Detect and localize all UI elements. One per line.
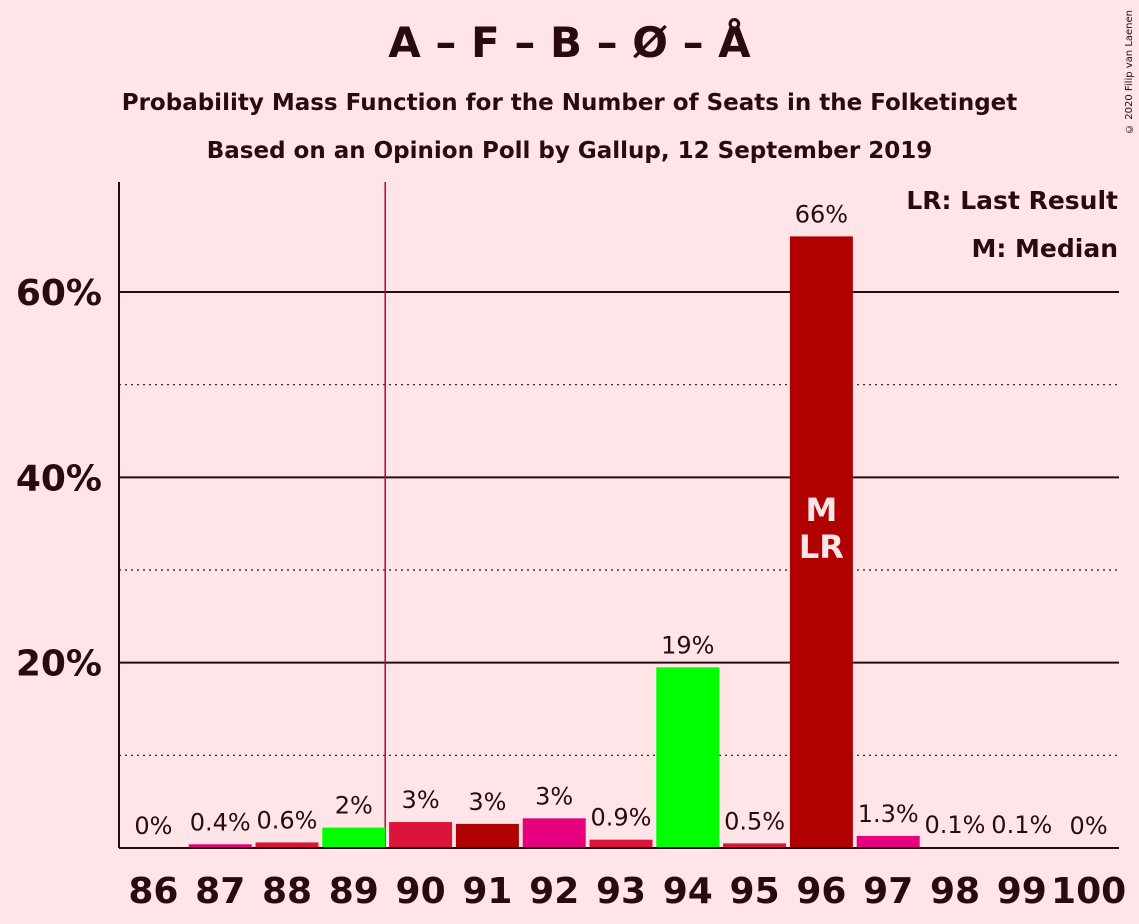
x-tick-label: 96 xyxy=(796,871,846,912)
x-tick-label: 92 xyxy=(529,871,579,912)
bar-96 xyxy=(789,236,853,848)
data-label: 0.5% xyxy=(724,807,785,835)
bar-88 xyxy=(255,842,319,848)
labels: 60% 40% 20% 0% 86 0.4% 87 0.6% 88 2% 89 3% 90 3% 91 3% 9… xyxy=(16,200,1126,912)
data-label: 0.1% xyxy=(991,811,1052,839)
x-tick-label: 94 xyxy=(663,871,713,912)
data-label: 19% xyxy=(661,631,714,659)
data-label: 66% xyxy=(795,200,848,228)
y-tick-label: 20% xyxy=(16,644,102,685)
x-tick-label: 98 xyxy=(930,871,980,912)
bar-93 xyxy=(589,839,653,848)
legend-median: M: Median xyxy=(971,234,1118,263)
legend-last-result: LR: Last Result xyxy=(906,186,1118,215)
bar-89 xyxy=(322,827,386,848)
bar-97 xyxy=(856,835,920,848)
x-tick-label: 93 xyxy=(596,871,646,912)
chart-subtitle: Probability Mass Function for the Number… xyxy=(121,90,1018,116)
x-tick-label: 86 xyxy=(128,871,178,912)
bar-94 xyxy=(656,667,720,848)
data-label: 0.4% xyxy=(190,808,251,836)
data-label: 0.1% xyxy=(925,811,986,839)
x-tick-label: 97 xyxy=(863,871,913,912)
data-label: 2% xyxy=(335,792,373,820)
data-label: 0% xyxy=(1070,812,1108,840)
x-tick-label: 87 xyxy=(195,871,245,912)
x-tick-label: 88 xyxy=(262,871,312,912)
bar-95 xyxy=(723,843,787,848)
data-label: 1.3% xyxy=(858,800,919,828)
bar-92 xyxy=(522,818,586,848)
median-marker: M xyxy=(805,491,837,529)
last-result-marker: LR xyxy=(799,528,844,566)
x-tick-label: 89 xyxy=(329,871,379,912)
y-tick-label: 60% xyxy=(16,273,102,314)
data-label: 0% xyxy=(134,812,172,840)
data-label: 3% xyxy=(402,786,440,814)
x-tick-label: 100 xyxy=(1051,871,1126,912)
chart-title: A – F – B – Ø – Å xyxy=(388,18,751,67)
x-tick-label: 90 xyxy=(396,871,446,912)
bar-87 xyxy=(188,844,252,848)
bar-91 xyxy=(455,823,519,848)
x-tick-label: 99 xyxy=(997,871,1047,912)
data-label: 0.9% xyxy=(591,804,652,832)
gridlines xyxy=(119,182,1119,848)
data-label: 3% xyxy=(535,782,573,810)
bar-90 xyxy=(389,822,453,848)
x-tick-label: 95 xyxy=(730,871,780,912)
chart-source: Based on an Opinion Poll by Gallup, 12 S… xyxy=(206,138,933,164)
x-tick-label: 91 xyxy=(462,871,512,912)
y-tick-label: 40% xyxy=(16,458,102,499)
bars xyxy=(188,236,1054,848)
data-label: 3% xyxy=(468,788,506,816)
data-label: 0.6% xyxy=(257,806,318,834)
axes xyxy=(118,182,1119,849)
